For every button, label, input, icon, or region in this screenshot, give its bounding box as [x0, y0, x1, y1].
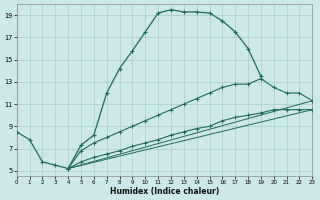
X-axis label: Humidex (Indice chaleur): Humidex (Indice chaleur) — [110, 187, 219, 196]
